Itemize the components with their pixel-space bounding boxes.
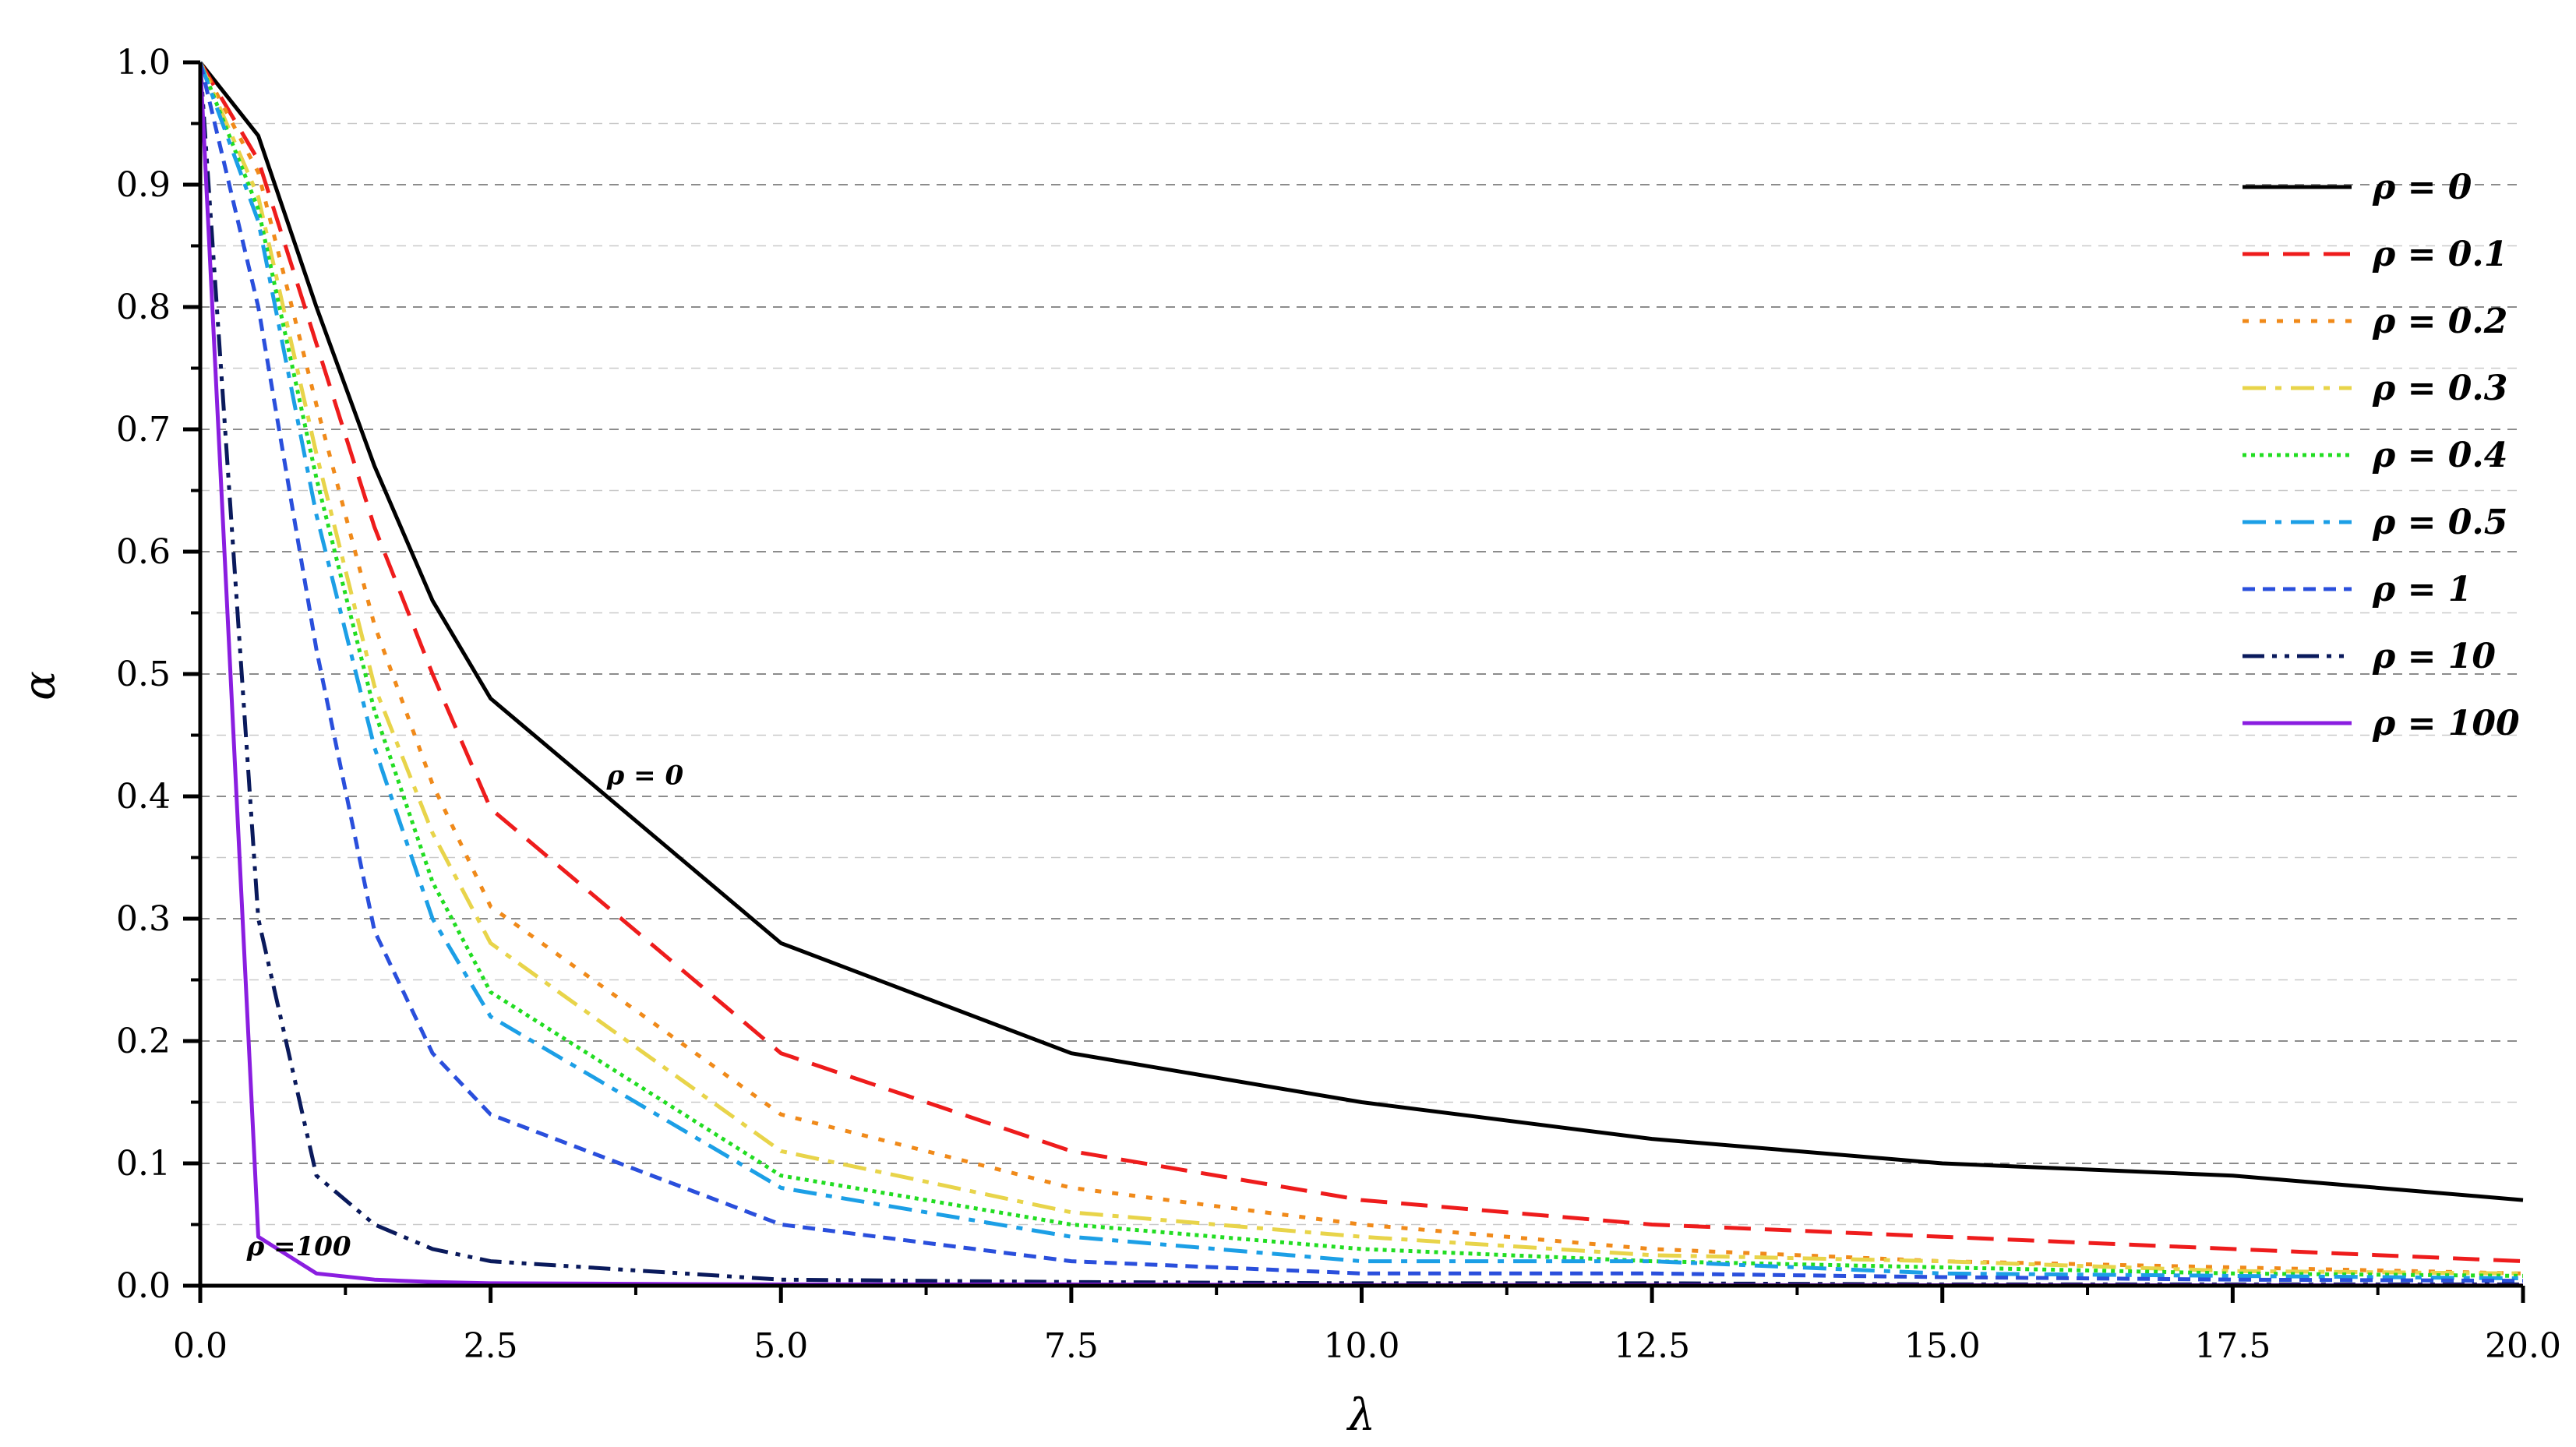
annotation-label-1: ρ =100 (246, 1231, 351, 1262)
series-line-2 (198, 61, 2524, 1276)
grid-lines (200, 122, 2523, 1226)
y-tick-label: 0.7 (116, 410, 171, 450)
legend-label-4: ρ = 0.4 (2372, 436, 2507, 475)
legend: ρ = 0 ρ = 0.1 ρ = 0.2 ρ = 0.3 ρ = 0.4 ρ = 0.5… (2243, 168, 2520, 743)
y-tick-label: 0.0 (116, 1266, 171, 1306)
x-axis-title: λ (1346, 1390, 1376, 1441)
axes (183, 60, 2525, 1303)
series-line-6 (198, 62, 2524, 1283)
x-tick-label: 17.5 (2194, 1326, 2271, 1366)
tick-labels: 0.0 0.1 0.2 0.3 0.4 0.5 0.6 0.7 0.8 0.9 1.0 0.0 2.5 5… (116, 43, 2561, 1366)
x-tick-label: 7.5 (1044, 1326, 1099, 1366)
annotations: ρ = 0 ρ =100 (246, 760, 684, 1262)
y-tick-label: 0.1 (116, 1144, 171, 1184)
series-line-0 (199, 61, 2524, 1202)
series-line-4 (198, 62, 2524, 1278)
x-tick-label: 12.5 (1614, 1326, 1690, 1366)
y-tick-label: 0.4 (116, 777, 171, 817)
legend-label-1: ρ = 0.1 (2372, 235, 2507, 274)
series-line-3 (198, 62, 2524, 1276)
legend-label-3: ρ = 0.3 (2372, 369, 2507, 408)
y-tick-label: 0.6 (116, 532, 171, 572)
legend-label-8: ρ = 100 (2372, 704, 2520, 743)
y-tick-label: 0.5 (116, 655, 171, 694)
series-line-1 (198, 61, 2524, 1264)
x-tick-label: 20.0 (2485, 1326, 2561, 1366)
x-tick-label: 10.0 (1324, 1326, 1400, 1366)
legend-label-2: ρ = 0.2 (2372, 302, 2507, 341)
x-tick-label: 5.0 (753, 1326, 808, 1366)
x-tick-label: 15.0 (1904, 1326, 1981, 1366)
y-tick-label: 0.2 (116, 1022, 171, 1061)
annotation-label-0: ρ = 0 (606, 760, 684, 791)
legend-label-7: ρ = 10 (2372, 637, 2496, 676)
series-line-5 (198, 62, 2524, 1281)
y-axis-title: α (15, 671, 65, 701)
y-tick-label: 1.0 (116, 43, 171, 83)
legend-label-5: ρ = 0.5 (2372, 503, 2507, 542)
x-tick-label: 0.0 (173, 1326, 228, 1366)
y-tick-label: 0.9 (116, 165, 171, 205)
y-tick-label: 0.3 (116, 899, 171, 939)
legend-label-0: ρ = 0 (2372, 168, 2472, 207)
legend-label-6: ρ = 1 (2372, 570, 2472, 609)
x-tick-label: 2.5 (464, 1326, 518, 1366)
y-tick-label: 0.8 (116, 288, 171, 327)
